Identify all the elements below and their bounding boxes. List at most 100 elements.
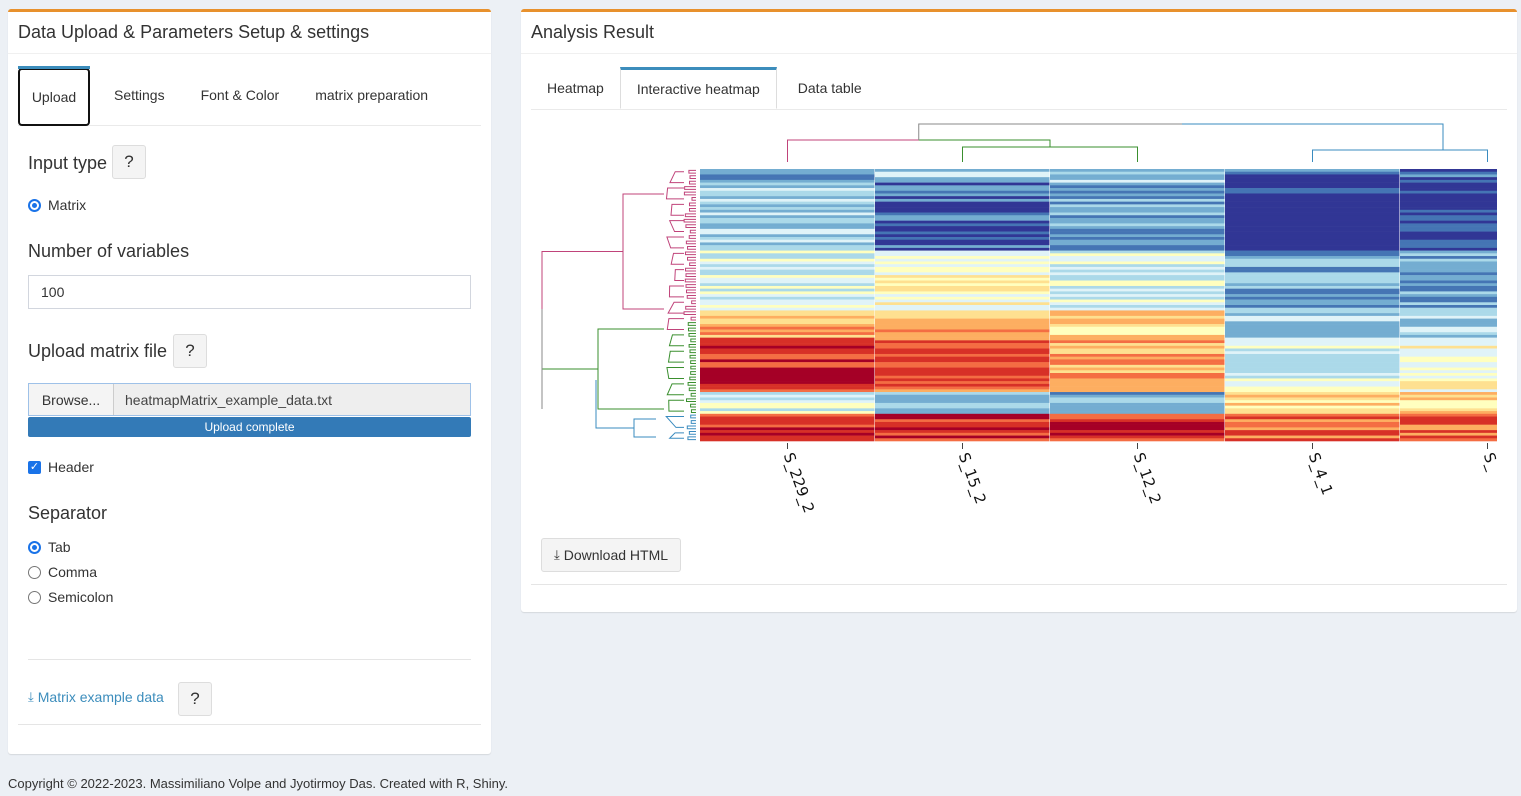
- heatmap-cell: [1400, 220, 1497, 224]
- tab-upload[interactable]: Upload: [18, 66, 90, 126]
- heatmap-cell: [1050, 247, 1225, 251]
- tab-heatmap[interactable]: Heatmap: [547, 80, 604, 96]
- input-type-help-button[interactable]: ?: [112, 145, 146, 179]
- heatmap-cell: [875, 381, 1050, 385]
- heatmap-cell: [875, 280, 1050, 284]
- heatmap-cell: [875, 367, 1050, 371]
- row-dendrogram-branch: [688, 387, 696, 392]
- row-dendrogram-branch: [670, 252, 684, 265]
- heatmap-cell: [875, 269, 1050, 273]
- upload-file-label: Upload matrix file: [28, 341, 168, 361]
- header-checkbox[interactable]: ✓ Header: [28, 459, 94, 475]
- analysis-panel-title: Analysis Result: [521, 12, 1517, 54]
- heatmap-cell: [700, 177, 875, 181]
- heatmap-cell: [875, 427, 1050, 431]
- check-icon[interactable]: ✓: [28, 460, 41, 474]
- radio-matrix[interactable]: Matrix: [28, 197, 86, 213]
- heatmap-cell: [700, 324, 875, 328]
- interactive-heatmap[interactable]: S_229_2 S_15_2 S_12_2 S_4_1 S_: [531, 112, 1507, 532]
- radio-matrix-indicator[interactable]: [28, 198, 41, 212]
- heatmap-cell: [1225, 408, 1400, 412]
- heatmap-cell: [1400, 185, 1497, 189]
- radio-tab[interactable]: Tab: [28, 539, 71, 555]
- heatmap-cell: [1400, 174, 1497, 178]
- heatmap-cell: [1400, 285, 1497, 289]
- matrix-example-link[interactable]: ⤓ Matrix example data: [28, 689, 164, 705]
- heatmap-cell: [1050, 367, 1225, 371]
- row-dendrogram-branch: [666, 383, 684, 396]
- heatmap-cell: [1400, 209, 1497, 213]
- heatmap-cell: [1400, 247, 1497, 251]
- heatmap-cell: [1400, 188, 1497, 192]
- upload-help-button[interactable]: ?: [173, 334, 207, 368]
- heatmap-cell: [700, 277, 875, 281]
- divider: [28, 659, 471, 660]
- heatmap-cell: [1400, 394, 1497, 398]
- heatmap-cell: [1225, 261, 1400, 265]
- row-dendrogram-branch: [684, 278, 696, 283]
- radio-semicolon[interactable]: Semicolon: [28, 589, 113, 605]
- heatmap-cell: [1050, 318, 1225, 322]
- row-dendrogram-branch: [684, 213, 696, 218]
- heatmap-cell: [700, 291, 875, 295]
- row-dendrogram-branch: [689, 180, 696, 185]
- row-dendrogram-branch: [687, 322, 696, 326]
- upload-progress-bar: Upload complete: [28, 417, 471, 437]
- heatmap-cell: [1050, 389, 1225, 393]
- heatmap-cell: [1050, 427, 1225, 431]
- upload-progress: Upload complete: [28, 417, 471, 437]
- heatmap-cell: [875, 334, 1050, 338]
- heatmap-cell: [1050, 326, 1225, 330]
- radio-comma[interactable]: Comma: [28, 564, 97, 580]
- heatmap-cell: [875, 302, 1050, 306]
- heatmap-cell: [1400, 294, 1497, 298]
- heatmap-cell: [1050, 220, 1225, 224]
- heatmap-cell: [1050, 169, 1225, 173]
- radio-comma-indicator[interactable]: [28, 565, 41, 579]
- heatmap-cell: [1050, 223, 1225, 227]
- heatmap-cell: [700, 182, 875, 186]
- heatmap-cell: [1050, 272, 1225, 276]
- tab-data-table[interactable]: Data table: [797, 80, 862, 96]
- row-dendrogram-branch: [689, 229, 696, 234]
- heatmap-cell: [1050, 245, 1225, 249]
- heatmap-cell: [1400, 408, 1497, 412]
- download-html-button[interactable]: ⤓ Download HTML: [541, 538, 682, 572]
- tab-matrix-preparation[interactable]: matrix preparation: [315, 86, 429, 103]
- heatmap-cell: [700, 307, 875, 311]
- heatmap-cell: [700, 424, 875, 428]
- download-icon: ⤓: [554, 547, 560, 562]
- row-dendrogram-branch: [685, 273, 696, 277]
- heatmap-cell: [1225, 275, 1400, 279]
- radio-semicolon-indicator[interactable]: [28, 590, 41, 604]
- heatmap-cell: [1400, 438, 1497, 442]
- heatmap-cell: [875, 310, 1050, 314]
- heatmap-cell: [700, 321, 875, 325]
- heatmap-cell: [1400, 239, 1497, 243]
- heatmap-svg[interactable]: S_229_2 S_15_2 S_12_2 S_4_1 S_: [531, 112, 1507, 532]
- heatmap-cell: [1400, 256, 1497, 260]
- heatmap-cell: [1400, 345, 1497, 349]
- tab-interactive-heatmap[interactable]: Interactive heatmap: [619, 67, 777, 109]
- heatmap-cell: [1050, 307, 1225, 311]
- row-dendrogram-branch: [688, 235, 696, 239]
- num-variables-input[interactable]: 100: [28, 275, 471, 309]
- download-html-label: Download HTML: [563, 547, 669, 563]
- example-help-button[interactable]: ?: [178, 682, 212, 716]
- heatmap-cell: [700, 209, 875, 213]
- tab-settings[interactable]: Settings: [114, 86, 165, 103]
- row-dendrogram-branch: [665, 416, 684, 428]
- heatmap-cell: [1225, 242, 1400, 246]
- heatmap-cell: [1225, 217, 1400, 221]
- heatmap-cell: [875, 239, 1050, 243]
- browse-button[interactable]: Browse...: [29, 384, 114, 415]
- radio-tab-indicator[interactable]: [28, 540, 41, 554]
- heatmap-cell: [875, 386, 1050, 390]
- heatmap-cell: [875, 337, 1050, 341]
- heatmap-cell: [700, 258, 875, 262]
- heatmap-cell: [875, 375, 1050, 379]
- file-name-field: heatmapMatrix_example_data.txt: [114, 384, 470, 415]
- tab-font-color[interactable]: Font & Color: [200, 86, 280, 103]
- row-dendrogram-branch: [541, 368, 598, 409]
- heatmap-cell: [1400, 381, 1497, 385]
